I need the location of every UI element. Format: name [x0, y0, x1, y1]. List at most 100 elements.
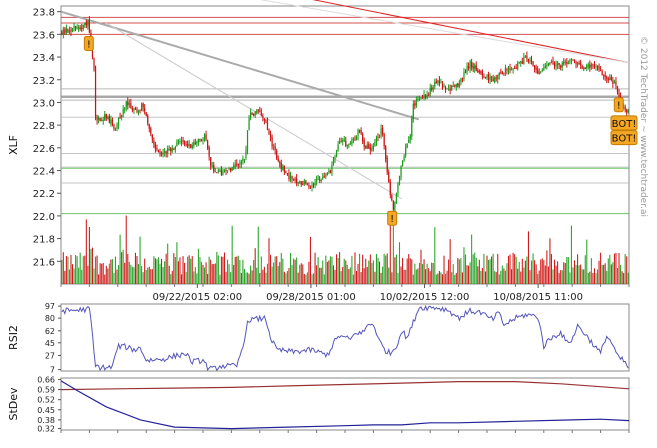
candle-body: [564, 61, 566, 63]
candle-body: [254, 111, 256, 116]
volume-bar: [180, 274, 183, 284]
volume-bar: [365, 258, 367, 284]
volume-bar: [494, 271, 496, 284]
candle-body: [348, 144, 350, 146]
candle-body: [147, 115, 149, 124]
volume-bar: [623, 273, 625, 284]
volume-bar: [601, 265, 603, 284]
candle-body: [424, 95, 427, 97]
candle-body: [461, 78, 464, 81]
volume-bar: [162, 266, 164, 284]
price-panel: !!! BOT! BOT! 21.6 21.8 22.0 22.2 22.4 22.6 22.8 2…: [7, 0, 638, 303]
candle-body: [291, 175, 293, 179]
volume-bar: [527, 231, 529, 284]
volume-bar: [507, 255, 510, 284]
volume-bar: [362, 254, 364, 284]
volume-bar: [495, 272, 497, 284]
candle-body: [428, 94, 430, 96]
volume-bar: [99, 263, 101, 284]
volume-bar: [237, 255, 239, 284]
candle-body: [544, 66, 546, 69]
rsi-y-tick-label: 27: [45, 351, 55, 360]
volume-bar: [185, 272, 187, 284]
candle-body: [286, 173, 289, 175]
candle-body: [297, 181, 299, 185]
candle-body: [148, 124, 150, 129]
candle-body: [374, 141, 376, 147]
volume-bar: [71, 264, 74, 284]
candle-body: [208, 147, 210, 157]
volume-bar: [293, 258, 295, 284]
candle-body: [269, 134, 272, 139]
candle-body: [507, 68, 510, 71]
price-y-tick-label: 22.4: [33, 167, 55, 178]
volume-bar: [487, 259, 490, 284]
candle-body: [136, 109, 138, 112]
candle-body: [315, 179, 318, 183]
candle-body: [558, 63, 560, 66]
candle-body: [454, 85, 456, 87]
candle-body: [187, 144, 189, 147]
stdev-y-tick-label: 0.59: [37, 386, 55, 395]
volume-bar: [79, 252, 81, 284]
candle-body: [501, 72, 503, 74]
candle-body: [510, 69, 513, 71]
candle-body: [583, 67, 585, 70]
trend-line: [312, 0, 630, 64]
volume-bar: [260, 256, 262, 284]
volume-bar: [603, 264, 605, 284]
candle-body: [322, 176, 324, 179]
volume-bar: [170, 274, 172, 284]
volume-bar: [225, 271, 227, 284]
volume-bar: [441, 274, 444, 284]
volume-bar: [549, 238, 551, 284]
stdev-y-axis-title: StDev: [7, 387, 20, 421]
candle-body: [363, 140, 365, 147]
candle-body: [543, 68, 545, 71]
volume-bar: [65, 256, 67, 284]
candle-body: [417, 98, 419, 101]
candle-body: [371, 148, 373, 152]
volume-bar: [627, 272, 629, 284]
candle-body: [107, 117, 109, 120]
volume-bar: [127, 253, 129, 284]
signal-label: !: [617, 101, 621, 112]
volume-bar: [312, 273, 315, 284]
candle-body: [108, 116, 110, 123]
candle-body: [294, 179, 296, 181]
candle-body: [449, 88, 451, 91]
volume-bar: [460, 258, 462, 284]
volume-bar: [455, 272, 457, 284]
volume-bar: [472, 254, 474, 284]
candle-body: [412, 104, 414, 120]
price-y-tick-label: 23.8: [33, 8, 55, 19]
volume-bar: [133, 267, 135, 284]
volume-bar: [609, 254, 611, 284]
candle-body: [248, 118, 250, 130]
candle-body: [549, 62, 551, 64]
volume-bar: [339, 252, 341, 284]
candle-body: [311, 184, 313, 188]
candle-body: [142, 103, 144, 108]
volume-bar: [270, 254, 272, 284]
candle-body: [205, 134, 207, 140]
volume-bar: [154, 258, 156, 284]
candle-body: [174, 146, 176, 150]
volume-bar: [297, 272, 299, 284]
volume-bar: [610, 264, 612, 284]
candle-body: [555, 64, 557, 67]
volume-bar: [193, 271, 195, 284]
candle-body: [455, 84, 457, 87]
candle-body: [624, 106, 626, 111]
candle-body: [87, 20, 89, 27]
volume-bar: [544, 265, 546, 284]
candle-body: [280, 162, 282, 169]
candle-body: [443, 86, 445, 88]
volume-bar: [581, 269, 583, 284]
candle-body: [81, 28, 83, 30]
volume-bar: [107, 268, 109, 284]
volume-bar: [305, 274, 307, 284]
volume-bar: [572, 267, 574, 284]
volume-bar: [93, 268, 95, 284]
candle-body: [320, 179, 322, 181]
